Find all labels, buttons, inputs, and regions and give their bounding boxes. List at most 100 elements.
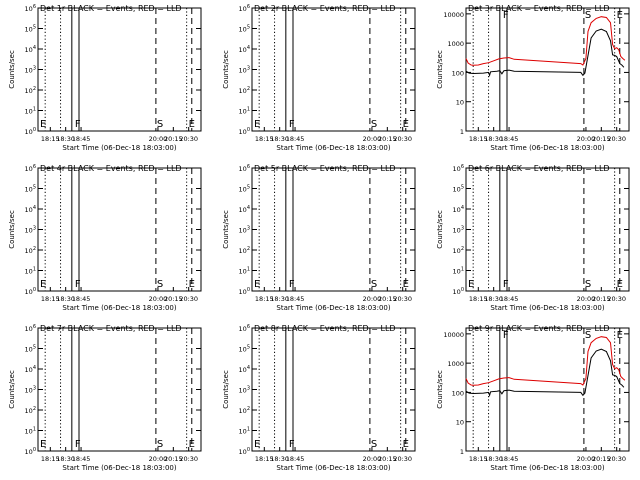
x-tick-label: 20:15 <box>378 295 397 303</box>
y-axis-label: Counts/sec <box>8 370 16 409</box>
y-tick-label: 10000 <box>443 11 464 19</box>
marker-E: E <box>189 119 195 130</box>
marker-E: E <box>189 279 195 290</box>
y-tick-label: 104 <box>453 205 464 214</box>
y-tick-label: 105 <box>239 345 250 354</box>
x-tick-label: 18:15 <box>41 455 60 463</box>
marker-E: E <box>40 439 46 450</box>
marker-E: E <box>403 439 409 450</box>
x-tick-label: 20:00 <box>363 455 382 463</box>
marker-S: S <box>585 279 591 290</box>
x-tick-label: 18:30 <box>56 295 75 303</box>
y-tick-label: 104 <box>25 205 36 214</box>
x-tick-label: 20:00 <box>149 135 168 143</box>
y-tick-label: 102 <box>25 86 36 95</box>
y-tick-label: 104 <box>239 45 250 54</box>
marker-E: E <box>40 119 46 130</box>
x-tick-label: 20:30 <box>607 455 626 463</box>
x-tick-label: 18:15 <box>41 295 60 303</box>
x-tick-label: 18:45 <box>72 135 91 143</box>
x-tick-label: 20:30 <box>179 135 198 143</box>
panel-title: Det 4r BLACK = Events, RED = LLD <box>40 164 182 173</box>
x-tick-label: 20:30 <box>393 455 412 463</box>
x-tick-label: 18:45 <box>72 295 91 303</box>
x-axis-label: Start Time (06-Dec-18 18:03:00) <box>62 304 176 312</box>
x-tick-label: 18:15 <box>255 295 274 303</box>
marker-F: F <box>503 279 509 290</box>
y-tick-label: 100 <box>239 447 250 456</box>
marker-E: E <box>403 279 409 290</box>
y-tick-label: 100 <box>239 127 250 136</box>
y-tick-label: 105 <box>25 345 36 354</box>
y-tick-label: 1 <box>460 128 464 136</box>
y-tick-label: 106 <box>239 4 250 13</box>
events-series <box>465 28 625 77</box>
plot-frame <box>465 167 630 292</box>
x-tick-label: 18:30 <box>484 295 503 303</box>
x-tick-label: 20:30 <box>607 135 626 143</box>
y-tick-label: 100 <box>25 287 36 296</box>
y-axis-label: Counts/sec <box>436 210 444 249</box>
x-axis-label: Start Time (06-Dec-18 18:03:00) <box>276 304 390 312</box>
y-tick-label: 103 <box>25 66 36 75</box>
x-tick-label: 20:30 <box>393 295 412 303</box>
marker-S: S <box>371 279 377 290</box>
marker-E: E <box>403 119 409 130</box>
x-axis-label: Start Time (06-Dec-18 18:03:00) <box>276 144 390 152</box>
x-tick-label: 20:30 <box>179 295 198 303</box>
x-tick-label: 18:30 <box>484 135 503 143</box>
x-tick-label: 20:15 <box>164 135 183 143</box>
y-tick-label: 103 <box>25 386 36 395</box>
x-tick-label: 20:00 <box>363 135 382 143</box>
x-tick-label: 18:30 <box>270 295 289 303</box>
x-tick-label: 20:30 <box>393 135 412 143</box>
marker-E: E <box>254 439 260 450</box>
x-tick-label: 18:45 <box>286 455 305 463</box>
y-tick-label: 1000 <box>447 360 464 368</box>
panel-title: Det 8r BLACK = Events, RED = LLD <box>254 324 396 333</box>
x-tick-label: 18:45 <box>286 295 305 303</box>
marker-E: E <box>254 279 260 290</box>
y-tick-label: 10 <box>456 99 464 107</box>
plot-frame <box>465 327 630 452</box>
panel-9: Det 9r BLACK = Events, RED = LLD Counts/s… <box>436 324 630 472</box>
y-tick-label: 106 <box>239 324 250 333</box>
marker-F: F <box>75 439 81 450</box>
y-tick-label: 105 <box>25 25 36 34</box>
y-axis-label: Counts/sec <box>222 50 230 89</box>
marker-S: S <box>371 119 377 130</box>
y-tick-label: 101 <box>25 107 36 116</box>
y-tick-label: 100 <box>452 389 464 397</box>
plot-frame <box>37 327 202 452</box>
marker-F: F <box>503 330 509 341</box>
panel-8: Det 8r BLACK = Events, RED = LLD Counts/s… <box>222 324 416 472</box>
y-tick-label: 100 <box>25 447 36 456</box>
x-axis-label: Start Time (06-Dec-18 18:03:00) <box>490 464 604 472</box>
y-tick-label: 105 <box>239 25 250 34</box>
y-tick-label: 101 <box>239 267 250 276</box>
x-tick-label: 20:00 <box>149 455 168 463</box>
y-tick-label: 105 <box>25 185 36 194</box>
panel-7: Det 7r BLACK = Events, RED = LLD Counts/s… <box>8 324 202 472</box>
marker-F: F <box>75 279 81 290</box>
x-tick-label: 20:15 <box>592 455 611 463</box>
lld-series <box>465 336 626 386</box>
marker-F: F <box>75 119 81 130</box>
y-tick-label: 102 <box>453 246 464 255</box>
y-tick-label: 102 <box>239 86 250 95</box>
events-series <box>465 348 625 397</box>
x-tick-label: 20:15 <box>378 135 397 143</box>
x-tick-label: 20:00 <box>577 455 596 463</box>
y-tick-label: 106 <box>25 164 36 173</box>
y-tick-label: 100 <box>25 127 36 136</box>
lld-series <box>465 16 626 66</box>
y-tick-label: 106 <box>239 164 250 173</box>
panel-title: Det 6r BLACK = Events, RED = LLD <box>468 164 610 173</box>
x-tick-label: 20:15 <box>164 295 183 303</box>
marker-E: E <box>617 279 623 290</box>
x-axis-label: Start Time (06-Dec-18 18:03:00) <box>62 144 176 152</box>
marker-F: F <box>503 10 509 21</box>
panel-title: Det 3r BLACK = Events, RED = LLD <box>468 4 610 13</box>
x-tick-label: 18:15 <box>255 135 274 143</box>
